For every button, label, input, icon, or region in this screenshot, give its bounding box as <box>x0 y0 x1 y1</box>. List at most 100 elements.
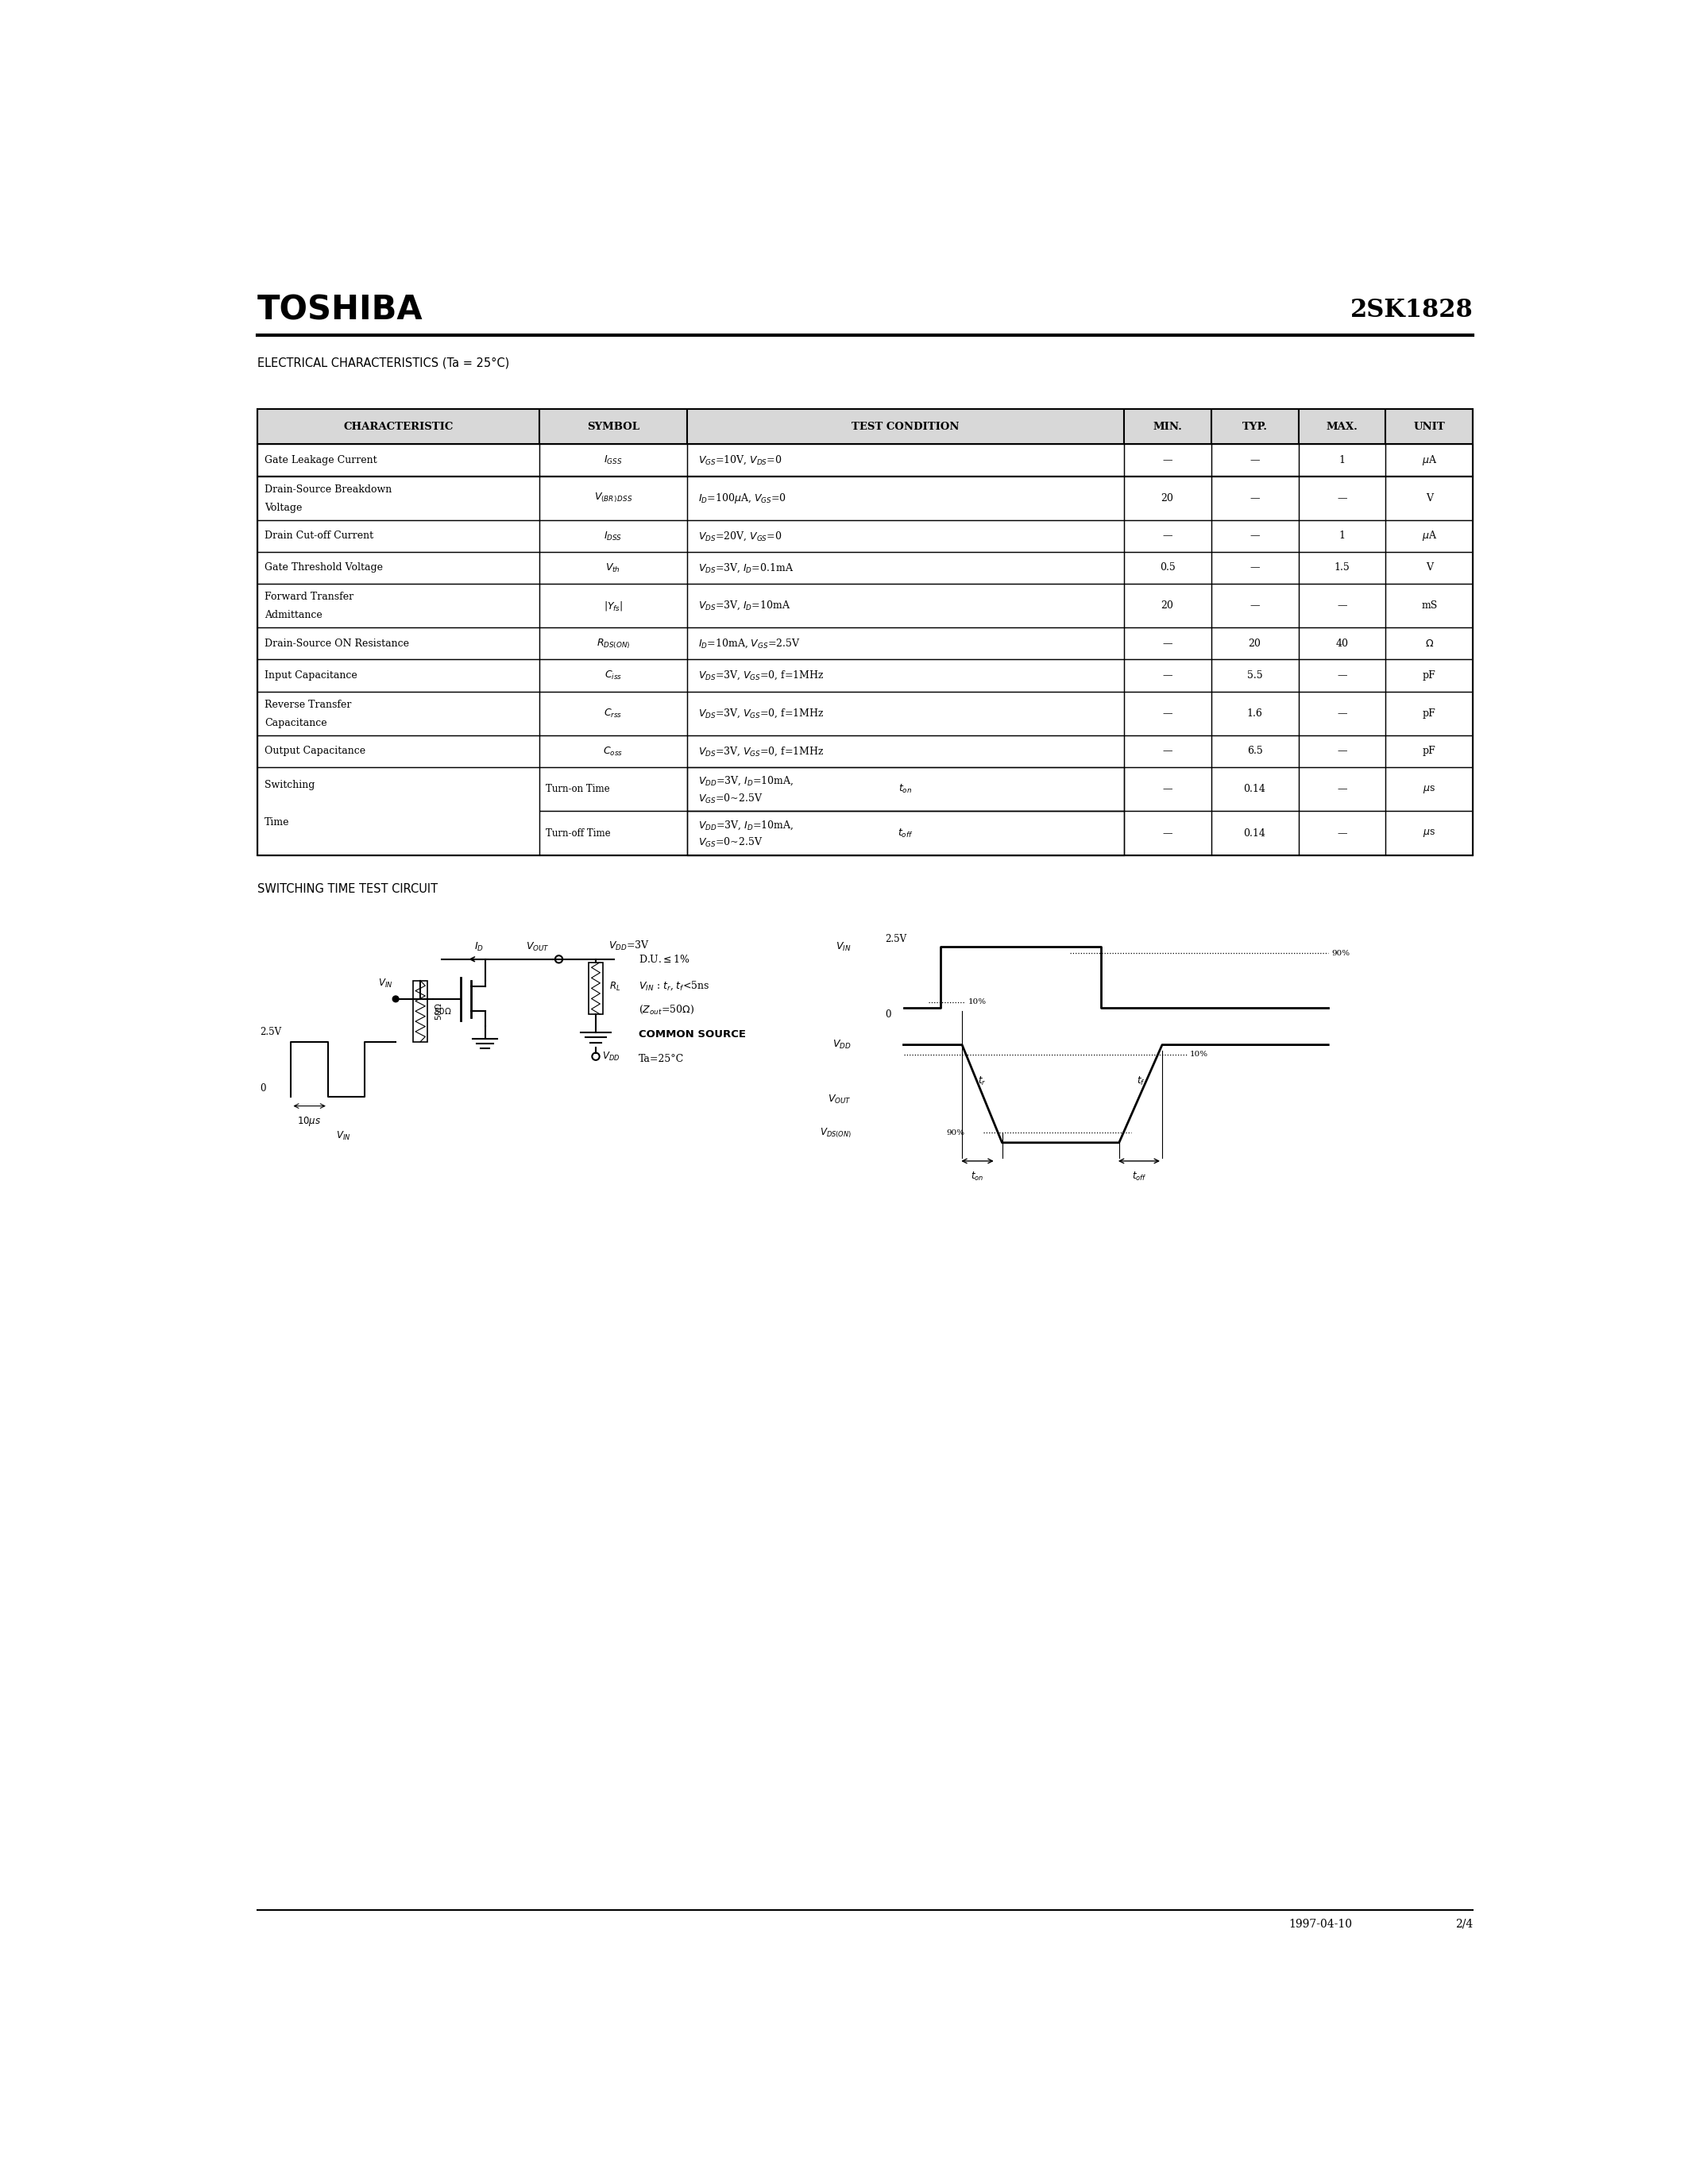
Text: 1.5: 1.5 <box>1334 563 1350 572</box>
Text: 10%: 10% <box>969 998 986 1005</box>
Text: $\mu$s: $\mu$s <box>1423 784 1436 795</box>
Text: $V_{DD}$=3V, $I_{D}$=10mA,: $V_{DD}$=3V, $I_{D}$=10mA, <box>699 775 793 788</box>
Text: $V_{IN}$: $V_{IN}$ <box>378 978 393 989</box>
Bar <box>687 692 1124 736</box>
Text: 20: 20 <box>1161 601 1173 612</box>
Bar <box>538 520 687 553</box>
Text: $t_{on}$: $t_{on}$ <box>971 1171 984 1182</box>
Text: —: — <box>1337 601 1347 612</box>
Text: $50\Omega$: $50\Omega$ <box>434 1007 452 1016</box>
Bar <box>687 553 1124 583</box>
Text: $V_{GS}$=10V, $V_{DS}$=0: $V_{GS}$=10V, $V_{DS}$=0 <box>699 454 782 467</box>
Text: $50\Omega$: $50\Omega$ <box>434 1002 444 1020</box>
Bar <box>257 583 538 627</box>
Bar <box>1210 736 1298 767</box>
Bar <box>1386 408 1474 443</box>
Bar <box>538 767 687 810</box>
Text: $I_{D}$=10mA, $V_{GS}$=2.5V: $I_{D}$=10mA, $V_{GS}$=2.5V <box>699 638 800 651</box>
Text: —: — <box>1249 563 1259 572</box>
Text: $C_{oss}$: $C_{oss}$ <box>603 745 623 758</box>
Bar <box>1124 627 1210 660</box>
Bar <box>538 583 687 627</box>
Bar <box>1124 692 1210 736</box>
Text: $V_{DD}$=3V: $V_{DD}$=3V <box>608 939 650 952</box>
Bar <box>687 660 1124 692</box>
Text: SWITCHING TIME TEST CIRCUIT: SWITCHING TIME TEST CIRCUIT <box>257 882 437 895</box>
Text: $C_{iss}$: $C_{iss}$ <box>604 670 621 681</box>
Bar <box>257 767 538 856</box>
Bar <box>1386 810 1474 856</box>
Bar <box>1124 408 1210 443</box>
Text: Drain Cut-off Current: Drain Cut-off Current <box>265 531 373 542</box>
Text: $I_{DSS}$: $I_{DSS}$ <box>604 531 623 542</box>
Text: V: V <box>1426 563 1433 572</box>
Bar <box>257 476 538 520</box>
Text: Switching: Switching <box>265 780 316 791</box>
Text: 1: 1 <box>1339 531 1345 542</box>
Text: $V_{DS}$=3V, $V_{GS}$=0, f=1MHz: $V_{DS}$=3V, $V_{GS}$=0, f=1MHz <box>699 745 824 758</box>
Text: ($Z_{out}$=50$\Omega$): ($Z_{out}$=50$\Omega$) <box>638 1005 694 1016</box>
Text: $V_{IN}$: $V_{IN}$ <box>836 941 851 952</box>
Text: —: — <box>1163 670 1173 681</box>
Text: $V_{IN}$ : $t_r$, $t_f$<5ns: $V_{IN}$ : $t_r$, $t_f$<5ns <box>638 978 711 992</box>
Text: 20: 20 <box>1161 494 1173 502</box>
Bar <box>1210 553 1298 583</box>
Text: —: — <box>1337 784 1347 795</box>
Bar <box>257 553 538 583</box>
Text: $t_{off}$: $t_{off}$ <box>898 828 913 839</box>
Text: 0: 0 <box>260 1083 267 1094</box>
Text: CHARACTERISTIC: CHARACTERISTIC <box>343 422 452 432</box>
Text: —: — <box>1249 601 1259 612</box>
Circle shape <box>393 996 398 1002</box>
Bar <box>1210 660 1298 692</box>
Text: V: V <box>1426 494 1433 502</box>
Bar <box>589 963 603 1013</box>
Bar <box>257 627 538 660</box>
Text: $\mu$A: $\mu$A <box>1421 454 1436 467</box>
Bar <box>1124 736 1210 767</box>
Text: $\Omega$: $\Omega$ <box>1425 638 1433 649</box>
Bar <box>538 443 687 476</box>
Text: mS: mS <box>1421 601 1438 612</box>
Text: pF: pF <box>1423 670 1436 681</box>
Bar <box>1298 553 1386 583</box>
Text: 2SK1828: 2SK1828 <box>1350 297 1474 321</box>
Bar <box>1124 520 1210 553</box>
Text: $R_{L}$: $R_{L}$ <box>609 981 621 994</box>
Text: $I_{D}$=100$\mu$A, $V_{GS}$=0: $I_{D}$=100$\mu$A, $V_{GS}$=0 <box>699 491 787 505</box>
Bar <box>1124 443 1210 476</box>
Bar <box>257 443 538 476</box>
Text: Time: Time <box>265 817 290 828</box>
Bar <box>1386 443 1474 476</box>
Bar <box>1386 583 1474 627</box>
Bar <box>1210 767 1298 810</box>
Text: 0.14: 0.14 <box>1244 784 1266 795</box>
Text: $V_{(BR)\, DSS}$: $V_{(BR)\, DSS}$ <box>594 491 633 505</box>
Bar <box>1124 583 1210 627</box>
Text: —: — <box>1337 708 1347 719</box>
Text: $V_{DS}$=3V, $V_{GS}$=0, f=1MHz: $V_{DS}$=3V, $V_{GS}$=0, f=1MHz <box>699 668 824 681</box>
Bar <box>1298 810 1386 856</box>
Bar <box>1124 476 1210 520</box>
Text: $t_f$: $t_f$ <box>1136 1077 1144 1088</box>
Bar <box>1210 583 1298 627</box>
Bar <box>1298 627 1386 660</box>
Text: Reverse Transfer: Reverse Transfer <box>265 699 351 710</box>
Bar <box>1298 583 1386 627</box>
Text: 1: 1 <box>1339 454 1345 465</box>
Text: $\mu$A: $\mu$A <box>1421 529 1436 544</box>
Text: Output Capacitance: Output Capacitance <box>265 747 366 756</box>
Bar <box>1386 692 1474 736</box>
Text: $t_{on}$: $t_{on}$ <box>898 784 912 795</box>
Bar <box>1210 408 1298 443</box>
Text: —: — <box>1163 531 1173 542</box>
Text: $V_{GS}$=0~2.5V: $V_{GS}$=0~2.5V <box>699 836 763 850</box>
Text: $t_{off}$: $t_{off}$ <box>1131 1171 1146 1182</box>
Bar <box>1124 553 1210 583</box>
Bar <box>1298 443 1386 476</box>
Text: —: — <box>1163 747 1173 756</box>
Text: TYP.: TYP. <box>1242 422 1268 432</box>
Text: $10\mu s$: $10\mu s$ <box>297 1116 321 1127</box>
Text: $V_{DD}$: $V_{DD}$ <box>603 1051 619 1061</box>
Text: 0: 0 <box>885 1009 891 1020</box>
